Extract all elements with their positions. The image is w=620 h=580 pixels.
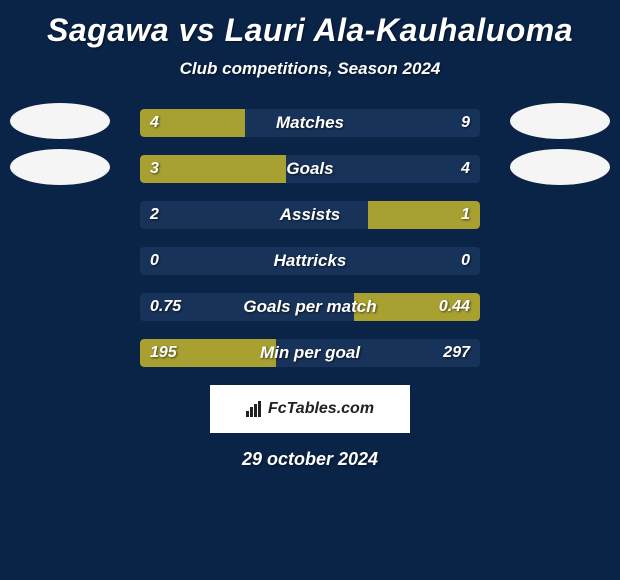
- stat-label: Min per goal: [140, 339, 480, 367]
- stat-row: Min per goal195 297: [0, 339, 620, 367]
- logo-box[interactable]: FcTables.com: [210, 385, 410, 433]
- player-avatar-left: [10, 149, 110, 185]
- stat-label: Assists: [140, 201, 480, 229]
- player-avatar-left: [10, 103, 110, 139]
- stat-value-right: 4: [461, 155, 470, 183]
- stat-bar-track: Assists2 1: [140, 201, 480, 229]
- stat-value-left: 3: [150, 155, 159, 183]
- stat-value-right: 0.44: [439, 293, 470, 321]
- stat-bar-track: Goals per match0.75 0.44: [140, 293, 480, 321]
- bar-chart-icon: [246, 401, 264, 417]
- player-avatar-right: [510, 103, 610, 139]
- stat-label: Goals per match: [140, 293, 480, 321]
- player-avatar-right: [510, 149, 610, 185]
- stat-value-right: 9: [461, 109, 470, 137]
- stat-row: Hattricks0 0: [0, 247, 620, 275]
- stat-bar-track: Hattricks0 0: [140, 247, 480, 275]
- date-label: 29 october 2024: [0, 449, 620, 470]
- stat-bar-track: Matches4 9: [140, 109, 480, 137]
- stat-bar-track: Min per goal195 297: [140, 339, 480, 367]
- stat-row: Goals per match0.75 0.44: [0, 293, 620, 321]
- stat-row: Goals3 4: [0, 155, 620, 183]
- stat-value-left: 0: [150, 247, 159, 275]
- stat-value-left: 0.75: [150, 293, 181, 321]
- stat-value-right: 1: [461, 201, 470, 229]
- stat-row: Matches4 9: [0, 109, 620, 137]
- logo: FcTables.com: [246, 400, 374, 418]
- stat-bar-track: Goals3 4: [140, 155, 480, 183]
- stat-value-left: 4: [150, 109, 159, 137]
- stat-value-right: 0: [461, 247, 470, 275]
- subtitle: Club competitions, Season 2024: [0, 59, 620, 79]
- stat-value-left: 2: [150, 201, 159, 229]
- stat-value-left: 195: [150, 339, 177, 367]
- stat-label: Matches: [140, 109, 480, 137]
- stat-row: Assists2 1: [0, 201, 620, 229]
- logo-text: FcTables.com: [268, 400, 374, 418]
- page-title: Sagawa vs Lauri Ala-Kauhaluoma: [0, 0, 620, 49]
- stat-value-right: 297: [443, 339, 470, 367]
- stat-label: Goals: [140, 155, 480, 183]
- stats-area: Matches49Goals34Assists21Hattricks00Goal…: [0, 109, 620, 367]
- stat-label: Hattricks: [140, 247, 480, 275]
